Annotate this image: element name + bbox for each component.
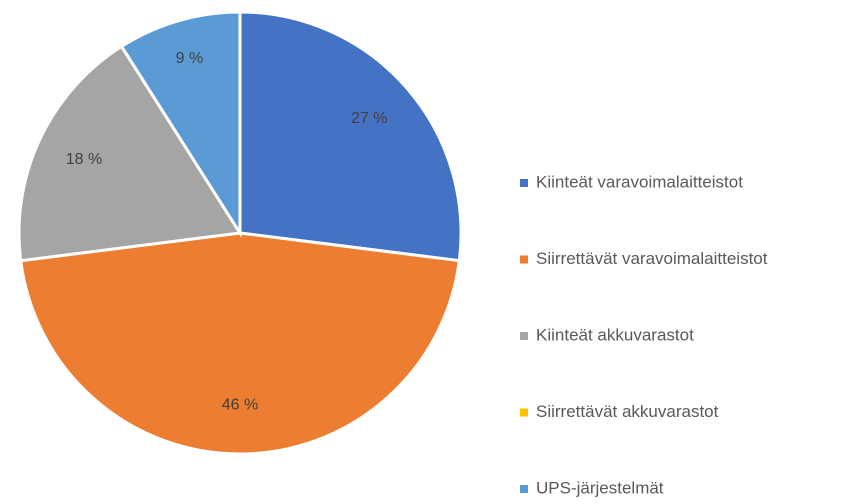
legend-marker <box>520 255 528 264</box>
pie-slice <box>19 231 461 456</box>
legend-label: Kiinteät varavoimalaitteistot <box>536 172 743 191</box>
data-label: 18 % <box>66 151 102 168</box>
pie-slice <box>17 44 243 263</box>
pie-slice <box>119 10 242 239</box>
legend-marker <box>520 332 528 340</box>
legend-label: Siirrettävät akkuvarastot <box>536 402 719 421</box>
legend-label: UPS-järjestelmät <box>536 478 664 497</box>
legend-label: Kiinteät akkuvarastot <box>536 325 694 344</box>
data-label: 27 % <box>351 110 387 127</box>
legend-label: Siirrettävät varavoimalaitteistot <box>536 249 768 268</box>
data-label: 9 % <box>176 50 204 67</box>
data-label: 46 % <box>222 397 258 414</box>
pie-slice <box>238 10 463 263</box>
legend-marker <box>520 408 528 417</box>
legend-marker <box>520 485 528 493</box>
legend-marker <box>520 179 528 187</box>
